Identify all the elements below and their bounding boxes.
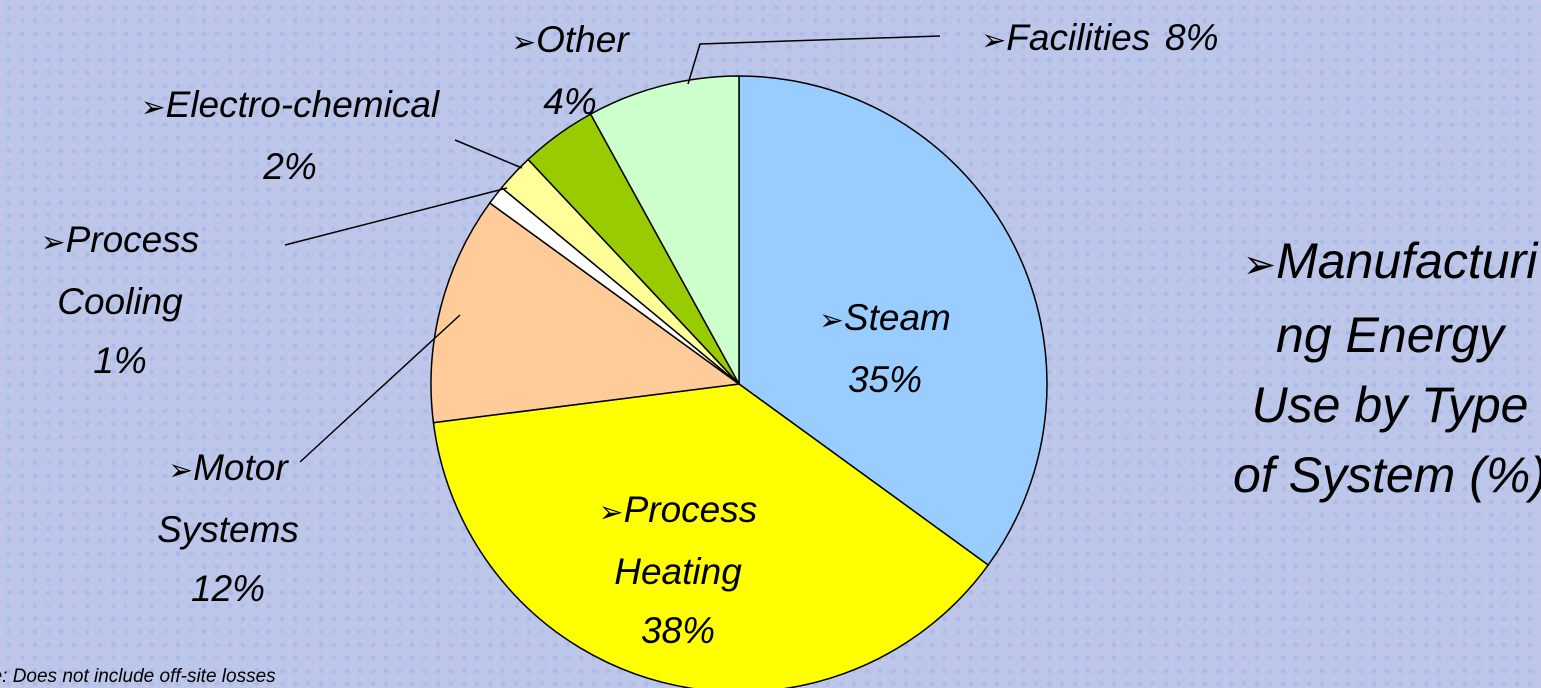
value-label: 8%	[1165, 17, 1219, 58]
slice-label: Facilities 8%	[930, 8, 1270, 70]
title-line: of System (%)	[1233, 447, 1541, 503]
leader-line	[454, 139, 523, 169]
pie-slice	[432, 383, 990, 688]
chart-title: Manufacturi ng Energy Use by Type of System…	[1233, 226, 1541, 510]
value-label: 2%	[263, 146, 317, 187]
value-label: 38%	[640, 610, 716, 651]
note: Note: Does not include off-site losses	[0, 666, 276, 687]
category-label: Electro-chemical	[141, 84, 439, 125]
leader-line	[687, 35, 941, 85]
slice-label: Other 4%	[490, 10, 650, 131]
category-label: Facilities	[982, 17, 1151, 58]
title-line: ng Energy	[1276, 307, 1504, 363]
category-label: Motor Systems	[157, 447, 299, 550]
slice-label: Electro-chemical 2%	[100, 75, 480, 196]
value-label: 12%	[190, 568, 266, 609]
leader-line	[299, 314, 461, 463]
slice-label: Process Cooling 1%	[13, 210, 228, 390]
value-label: 35%	[847, 359, 923, 400]
title-line: Manufacturi	[1233, 226, 1541, 300]
value-label: 1%	[93, 340, 147, 381]
slice-label: Process Heating 38%	[563, 480, 793, 660]
pie-slice	[430, 201, 741, 424]
category-label: Other	[511, 19, 628, 60]
category-label: Process Heating	[599, 489, 757, 592]
leader-lines	[284, 35, 941, 463]
category-label: Process Cooling	[41, 219, 199, 322]
pie-slice	[589, 75, 740, 385]
value-label: 4%	[543, 81, 597, 122]
leader-line	[284, 187, 508, 246]
slice-label: Motor Systems 12%	[128, 438, 328, 618]
pie-slice	[738, 75, 1048, 567]
slice-label: Steam 35%	[785, 288, 985, 409]
category-label: Steam	[819, 297, 951, 338]
title-line: Use by Type	[1251, 377, 1529, 433]
